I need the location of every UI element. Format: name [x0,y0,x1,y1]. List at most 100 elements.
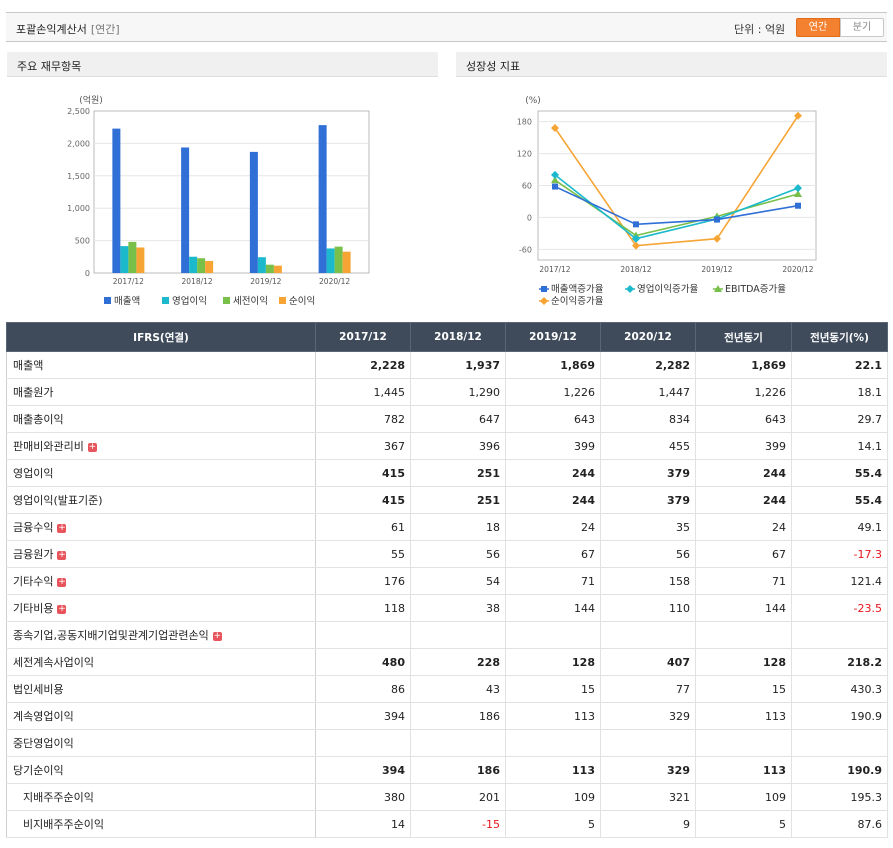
value-cell: 455 [600,432,696,460]
bar-legend-swatch [162,297,169,304]
bar-2-2 [265,264,274,273]
expand-plus-icon[interactable]: + [212,630,222,641]
table-row: 종속기업,공동지배기업및관계기업관련손익 + [6,621,888,649]
value-cell: 329 [600,756,696,784]
table-row: 계속영업이익 394 186 113 329 113 190.9 [6,702,888,730]
line-series-1 [554,174,799,240]
income-statement-table: IFRS(연결) 2017/12 2018/12 2019/12 2020/12 전년동기… [6,322,888,838]
value-cell: 24 [695,513,792,541]
value-cell: 186 [410,702,506,730]
growth-line-chart: (%) 180 120 60 0 -60 2017/12 2018/12 2019/12 2020… [517,96,817,307]
value-cell: 244 [695,486,792,514]
line-point-1-3 [794,184,802,193]
line-y-tick-label: -60 [519,245,532,254]
value-cell [695,729,792,757]
line-y-tick-label: 180 [517,118,532,127]
bar-0-1 [120,246,129,273]
line-series-0 [554,185,799,226]
value-cell: 329 [600,702,696,730]
row-label: 매출액 [6,351,316,379]
table-row: 매출원가 1,445 1,290 1,226 1,447 1,226 18.1 [6,378,888,406]
line-x-tick-label: 2018/12 [620,265,651,274]
value-cell: 67 [695,540,792,568]
bar-legend-label: 매출액 [114,295,140,307]
table-row: 영업이익 415 251 244 379 244 55.4 [6,459,888,487]
value-cell: 367 [315,432,411,460]
value-cell: 643 [695,405,792,433]
value-cell: 67 [505,540,601,568]
line-point-2-3 [794,190,802,198]
expand-plus-icon[interactable]: + [87,441,97,452]
column-header: 전년동기(%) [791,322,888,352]
table-row: 세전계속사업이익 480 228 128 407 128 218.2 [6,648,888,676]
expand-plus-icon[interactable]: + [57,576,67,587]
table-row: 기타수익 +176 54 71 158 71 121.4 [6,567,888,595]
quarterly-toggle-button[interactable]: 분기 [840,18,884,37]
bar-legend-swatch [279,297,286,304]
line-point-3-3 [794,111,802,120]
expand-plus-icon[interactable]: + [57,603,67,614]
line-series-2 [554,179,799,237]
table-row: 비지배주주순이익 14 -15 5 9 5 87.6 [6,810,888,838]
row-label: 법인세비용 [6,675,316,703]
value-cell: 71 [505,567,601,595]
row-label: 종속기업,공동지배기업및관계기업관련손익 + [6,621,316,649]
line-point-3-2 [713,234,721,243]
value-cell: 2,228 [315,351,411,379]
statement-header: 포괄손익계산서 [연간] 단위 : 억원 연간 분기 [6,12,887,42]
line-point-2-0 [551,176,559,184]
row-label: 금융원가 + [6,540,316,568]
value-cell [791,621,888,649]
line-series-3 [554,115,799,247]
value-cell [695,621,792,649]
value-cell: 15 [695,675,792,703]
value-cell: 109 [505,783,601,811]
value-cell: 121.4 [791,567,888,595]
growth-panel-header: 성장성 지표 [456,52,887,77]
column-header: 2018/12 [410,322,506,352]
bar-0-2 [128,241,137,273]
bar-legend-swatch [223,297,230,304]
row-label: 기타비용 + [6,594,316,622]
value-cell: 228 [410,648,506,676]
line-x-tick-label: 2020/12 [782,265,813,274]
value-cell: 29.7 [791,405,888,433]
value-cell: 415 [315,459,411,487]
value-cell: 1,226 [505,378,601,406]
bar-legend-label: 순이익 [289,295,315,307]
value-cell [410,621,506,649]
value-cell: 396 [410,432,506,460]
value-cell: 14 [315,810,411,838]
value-cell: 22.1 [791,351,888,379]
line-legend-marker [541,286,547,292]
line-legend-label: 매출액증가율 [551,283,604,295]
bar-2-0 [249,151,258,273]
financial-items-bar-chart: (억원) 0 500 1,000 1,500 2,000 2,500 2017/12 2018/… [67,94,370,307]
column-header: 2019/12 [505,322,601,352]
table-row: 금융수익 +61 18 24 35 24 49.1 [6,513,888,541]
row-label: 기타수익 + [6,567,316,595]
value-cell: -17.3 [791,540,888,568]
line-point-0-3 [795,202,801,209]
value-cell: 1,447 [600,378,696,406]
value-cell: -23.5 [791,594,888,622]
line-legend-label: 순이익증가율 [551,295,604,307]
expand-plus-icon[interactable]: + [57,549,67,560]
expand-plus-icon[interactable]: + [57,522,67,533]
value-cell: 379 [600,486,696,514]
value-cell: 113 [695,702,792,730]
value-cell [600,729,696,757]
row-label: 중단영업이익 [6,729,316,757]
value-cell: 55.4 [791,486,888,514]
value-cell [505,729,601,757]
line-legend-marker [714,285,722,292]
bar-y-tick-label: 0 [85,269,90,278]
table-header-row: IFRS(연결) 2017/12 2018/12 2019/12 2020/12 전년동기… [6,322,888,352]
value-cell: 1,290 [410,378,506,406]
line-point-3-0 [551,124,559,133]
value-cell [410,729,506,757]
value-cell: 61 [315,513,411,541]
annual-toggle-button[interactable]: 연간 [796,18,840,37]
line-unit-label: (%) [525,96,541,106]
growth-panel-title: 성장성 지표 [466,60,521,73]
